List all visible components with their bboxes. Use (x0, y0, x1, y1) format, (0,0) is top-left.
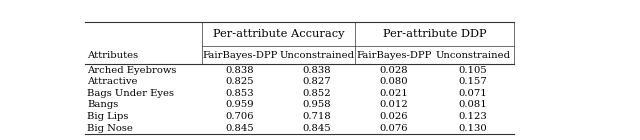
Text: 0.845: 0.845 (225, 124, 254, 133)
Text: 0.071: 0.071 (459, 89, 488, 98)
Text: 0.706: 0.706 (226, 112, 254, 121)
Text: 0.958: 0.958 (303, 101, 331, 109)
Text: 0.853: 0.853 (226, 89, 254, 98)
Text: 0.838: 0.838 (303, 66, 331, 75)
Text: 0.105: 0.105 (459, 66, 488, 75)
Text: 0.827: 0.827 (303, 77, 331, 86)
Text: 0.157: 0.157 (459, 77, 488, 86)
Text: Arched Eyebrows: Arched Eyebrows (87, 66, 176, 75)
Text: 0.080: 0.080 (380, 77, 408, 86)
Text: 0.028: 0.028 (380, 66, 408, 75)
Text: Bangs: Bangs (87, 101, 118, 109)
Text: 0.959: 0.959 (226, 101, 254, 109)
Text: Attractive: Attractive (87, 77, 138, 86)
Text: Big Nose: Big Nose (87, 124, 133, 133)
Text: 0.838: 0.838 (226, 66, 254, 75)
Text: Unconstrained: Unconstrained (279, 51, 355, 60)
Text: 0.021: 0.021 (380, 89, 408, 98)
Text: FairBayes-DPP: FairBayes-DPP (356, 51, 431, 60)
Text: Bags Under Eyes: Bags Under Eyes (87, 89, 174, 98)
Text: Unconstrained: Unconstrained (436, 51, 511, 60)
Text: Big Lips: Big Lips (87, 112, 128, 121)
Text: 0.123: 0.123 (459, 112, 488, 121)
Text: 0.825: 0.825 (226, 77, 254, 86)
Text: 0.130: 0.130 (459, 124, 488, 133)
Text: Per-attribute DDP: Per-attribute DDP (383, 29, 486, 39)
Text: 0.012: 0.012 (380, 101, 408, 109)
Text: 0.845: 0.845 (303, 124, 332, 133)
Text: FairBayes-DPP: FairBayes-DPP (202, 51, 278, 60)
Text: 0.076: 0.076 (380, 124, 408, 133)
Text: 0.718: 0.718 (303, 112, 332, 121)
Text: 0.852: 0.852 (303, 89, 331, 98)
Text: 0.026: 0.026 (380, 112, 408, 121)
Text: Per-attribute Accuracy: Per-attribute Accuracy (212, 29, 344, 39)
Text: 0.081: 0.081 (459, 101, 488, 109)
Text: Attributes: Attributes (87, 51, 138, 60)
